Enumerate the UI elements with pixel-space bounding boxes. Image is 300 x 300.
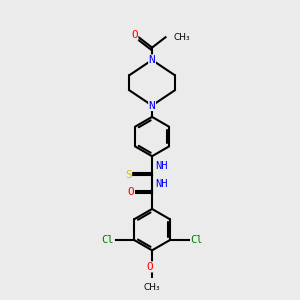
Text: O: O — [127, 188, 134, 197]
Text: CH₃: CH₃ — [144, 284, 160, 292]
Text: Cl: Cl — [190, 235, 203, 245]
Text: O: O — [147, 262, 153, 272]
Text: NH: NH — [155, 179, 168, 189]
Text: N: N — [149, 55, 155, 65]
Text: S: S — [125, 170, 132, 180]
Text: Cl: Cl — [101, 235, 113, 245]
Text: N: N — [149, 100, 155, 110]
Text: CH₃: CH₃ — [174, 33, 190, 42]
Text: NH: NH — [155, 160, 168, 170]
Text: O: O — [131, 30, 138, 40]
